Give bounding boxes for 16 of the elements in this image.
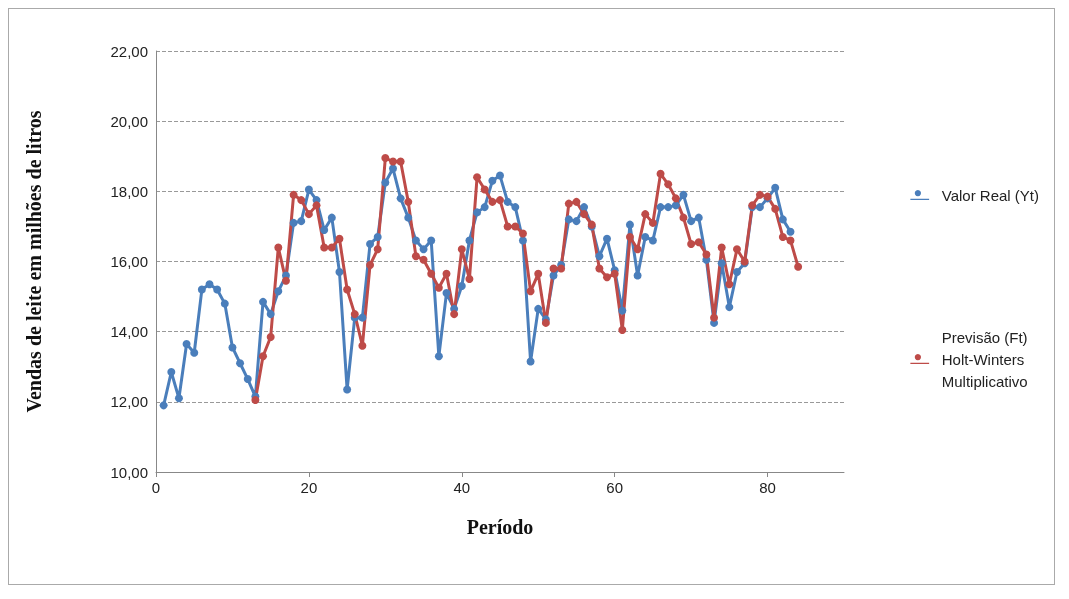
y-axis-title: Vendas de leite em milhões de litros	[23, 110, 45, 413]
y-tick-label: 12,00	[110, 393, 148, 411]
y-tick-label: 22,00	[110, 42, 148, 60]
y-tick-label: 14,00	[110, 323, 148, 341]
x-axis-title: Período	[466, 516, 534, 538]
x-tick-label: 80	[759, 479, 776, 496]
x-tick-label: 40	[453, 479, 471, 496]
y-tick-label: 20,00	[110, 112, 148, 130]
x-tick-label: 20	[300, 479, 318, 496]
legend-label: Previsão (Ft) Holt-Winters Multiplicativo	[941, 328, 1028, 390]
y-tick-label: 18,00	[110, 182, 148, 200]
x-tick-label: 0	[151, 479, 161, 496]
y-tick-label: 10,00	[110, 463, 148, 481]
legend-label: Valor Real (Yt)	[941, 186, 1040, 204]
x-tick-label: 60	[606, 479, 624, 496]
y-tick-label: 16,00	[110, 253, 148, 270]
